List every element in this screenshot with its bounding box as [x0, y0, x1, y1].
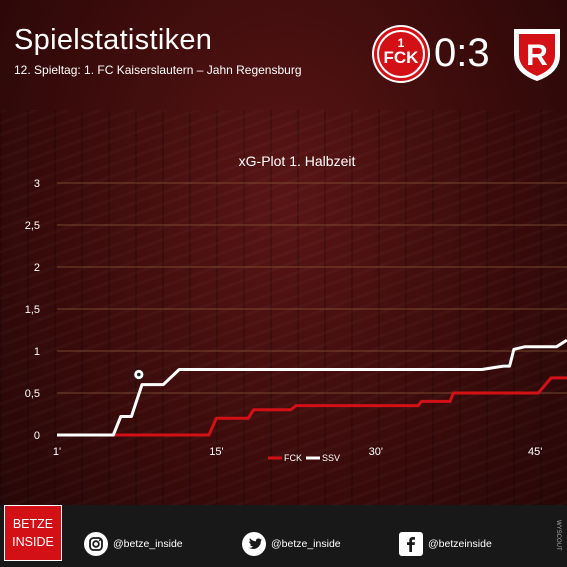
- twitter-link[interactable]: @betze_inside: [242, 532, 341, 556]
- y-tick-label: 1,5: [25, 304, 40, 316]
- instagram-link[interactable]: @betze_inside: [84, 532, 183, 556]
- y-tick-label: 3: [34, 178, 40, 190]
- chart-legend: FCK SSV: [268, 453, 340, 463]
- xg-chart: xG-Plot 1. Halbzeit 0 0,5 1 1,5 2 2,5 3 1' 15' 3…: [25, 153, 567, 463]
- facebook-handle: @betzeinside: [428, 538, 492, 550]
- ssv-logo-text: R: [526, 39, 548, 72]
- match-subtitle: 12. Spieltag: 1. FC Kaiserslautern – Jah…: [14, 63, 302, 77]
- goal-markers: [133, 369, 145, 380]
- ssv-logo: R: [508, 25, 566, 83]
- data-provider-watermark: WYSCOUT: [555, 520, 561, 551]
- fck-logo-icon: FCK 1: [374, 27, 428, 81]
- legend-label: FCK: [284, 453, 302, 463]
- x-axis-labels: 1' 15' 30' 45': [53, 446, 542, 458]
- svg-text:1: 1: [398, 36, 405, 50]
- y-tick-label: 1: [34, 346, 40, 358]
- x-tick-label: 1': [53, 446, 61, 458]
- ball-icon: [133, 369, 145, 380]
- logo-line-2: INSIDE: [12, 535, 54, 549]
- series-line-fck: [57, 376, 567, 437]
- chart-series: [57, 338, 567, 437]
- x-tick-label: 15': [209, 446, 223, 458]
- ssv-logo-icon: R: [514, 29, 560, 81]
- match-score: 0:3: [434, 31, 490, 75]
- series-line-ssv: [57, 338, 567, 437]
- page-title: Spielstatistiken: [14, 24, 213, 56]
- y-tick-label: 0,5: [25, 388, 40, 400]
- chart-title: xG-Plot 1. Halbzeit: [239, 153, 356, 169]
- fck-logo-text: FCK: [384, 48, 420, 67]
- logo-line-1: BETZE: [12, 517, 54, 531]
- y-tick-label: 0: [34, 430, 40, 442]
- y-tick-label: 2,5: [25, 220, 40, 232]
- twitter-handle: @betze_inside: [271, 538, 341, 550]
- y-tick-label: 2: [34, 262, 40, 274]
- instagram-handle: @betze_inside: [113, 538, 183, 550]
- legend-label: SSV: [322, 453, 340, 463]
- betze-inside-logo: BETZE INSIDE: [4, 505, 62, 561]
- chart-grid: [57, 182, 567, 394]
- x-tick-label: 45': [528, 446, 542, 458]
- facebook-icon: [399, 532, 423, 556]
- x-tick-label: 30': [369, 446, 383, 458]
- twitter-icon: [242, 532, 266, 556]
- facebook-link[interactable]: @betzeinside: [399, 532, 492, 556]
- instagram-icon: [84, 532, 108, 556]
- fck-logo: FCK 1: [372, 25, 430, 83]
- y-axis-labels: 0 0,5 1 1,5 2 2,5 3: [25, 178, 40, 442]
